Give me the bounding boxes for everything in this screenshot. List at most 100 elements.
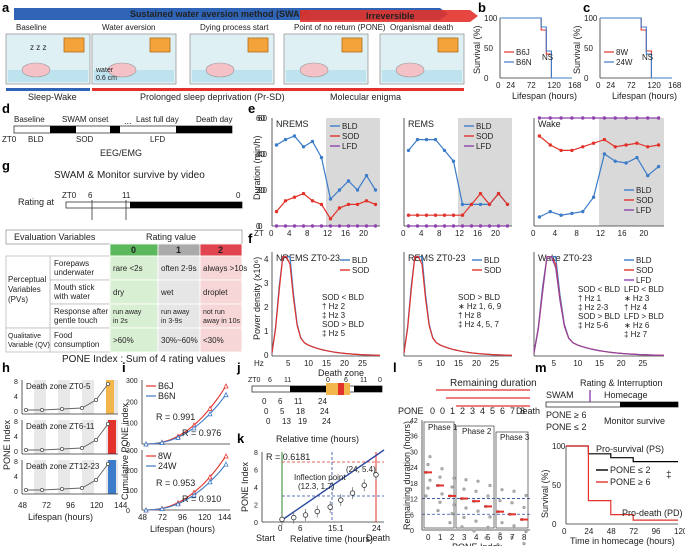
m-swam: SWAM	[546, 390, 574, 400]
e2-point	[415, 137, 420, 142]
k-start: Start	[256, 533, 276, 543]
j-row0-0: 0	[262, 397, 267, 406]
g-cell-text-1-0: dry	[113, 288, 124, 297]
panel-letter-b: b	[478, 0, 486, 15]
e1-point	[346, 179, 351, 183]
g-cell-2-0	[109, 303, 159, 329]
g-group2-cell	[5, 327, 51, 353]
e1-point	[373, 224, 378, 228]
l-ytick-7: 42	[410, 418, 418, 425]
h-ytick-4: 4	[14, 474, 18, 481]
l-scatter-point	[488, 515, 492, 519]
k-r: R = 0.6181	[266, 452, 310, 462]
e2-point	[451, 159, 456, 163]
h-zone-2: Death zone ZT12-23	[26, 462, 100, 471]
f3-annotation-b-0: LFD < BLD	[624, 285, 664, 294]
e2-title: REMS	[408, 119, 434, 129]
h-point	[94, 477, 99, 482]
h-ytick-4: 4	[14, 434, 18, 441]
l-pone-seq-5: 4	[480, 406, 485, 416]
prsd-label: Prolonged sleep deprivation (Pr-SD)	[140, 92, 285, 102]
l-scatter-point	[486, 525, 490, 529]
e2-point	[406, 148, 411, 153]
e3-point	[602, 116, 607, 120]
e1-point	[310, 199, 315, 203]
e3-title: Wake	[538, 119, 561, 129]
l-scatter-point	[438, 500, 442, 504]
zzz-label: z z z	[30, 43, 46, 52]
h-point	[60, 446, 65, 451]
i-bot-fit-1	[145, 463, 227, 511]
g-cell-text-1-1: wet	[160, 288, 174, 297]
l-pone: PONE	[398, 406, 424, 416]
e2-point	[415, 213, 420, 217]
panel-c-xtick: 24	[606, 81, 615, 90]
panel-b-legend-0: B6J	[516, 48, 530, 57]
m-ytick-2: 100	[552, 442, 566, 451]
f2-series-sod	[403, 256, 513, 356]
e2-point	[478, 224, 483, 228]
panel-letter-l: l	[393, 360, 397, 375]
g-header-rating: Rating value	[146, 232, 196, 242]
panel-c-xtick: 168	[668, 81, 682, 90]
d-bld: BLD	[28, 135, 44, 144]
g-group2-a: Qualitative	[8, 333, 41, 340]
e1-point	[364, 173, 369, 178]
e1-xtick: 12	[323, 229, 332, 238]
g-zt-tick-3: 0	[236, 191, 241, 200]
e1-point	[283, 137, 288, 142]
e3-point	[559, 116, 563, 120]
l-xtick-6: 6	[498, 533, 503, 542]
k-point	[327, 504, 333, 510]
e1-point	[319, 224, 324, 228]
j-row2-0: 0	[266, 417, 271, 426]
m-xtick-4: 96	[652, 527, 661, 536]
e3-legend-0: BLD	[636, 186, 652, 195]
l-scatter-point	[436, 509, 440, 513]
e3-xtick: 4	[553, 229, 558, 238]
l-ytick-3: 18	[410, 481, 418, 488]
stage-label-0: Baseline	[16, 23, 47, 32]
panel-b-xtick: 24	[506, 81, 515, 90]
panel-letter-j: j	[236, 360, 241, 375]
l-xtick-3: 3	[462, 533, 467, 542]
e1-legend-0: BLD	[342, 122, 358, 131]
k-fit-line	[281, 449, 385, 521]
m-xtick-5: 120	[674, 527, 685, 536]
irreversible-banner	[300, 10, 478, 22]
h-deathzone-1	[108, 420, 116, 454]
e2-point	[433, 224, 438, 228]
g-header-eval: Evaluation Variables	[14, 232, 96, 242]
j-dark-1	[290, 386, 328, 392]
e1-point	[310, 224, 315, 228]
e3-point	[581, 116, 585, 120]
g-row-var-1: Mouth stick	[54, 283, 95, 292]
h-point	[94, 397, 99, 402]
f2-annotation-0: SOD > BLD	[458, 293, 500, 302]
l-ytick-1: 6	[410, 512, 414, 519]
f1-xtick: 25	[358, 359, 367, 368]
e2-legend-0: BLD	[476, 122, 492, 131]
l-scatter-point	[524, 529, 528, 534]
k-end-coord: (24, 5.4)	[346, 465, 376, 474]
j-death-zone: Death zone	[318, 368, 364, 378]
j-zt-6: 0	[378, 377, 382, 384]
g-cell-text-0-2: always >10s	[203, 264, 247, 273]
h-ytick-8: 8	[14, 379, 18, 386]
l-scatter-point	[486, 494, 490, 498]
g-cell-text2-2-0: in 2s	[113, 318, 128, 325]
e2-point	[505, 202, 510, 207]
l-pone-seq-6: 5	[490, 406, 495, 416]
panel-letter-g: g	[2, 158, 10, 173]
k-xtick-0: 0	[278, 524, 283, 533]
h-point	[60, 486, 65, 491]
h-xtick-1: 72	[42, 501, 51, 510]
k-xtick-3: 24	[372, 524, 381, 533]
f3-xtick: 10	[573, 359, 582, 368]
g-group1-cell	[5, 255, 51, 329]
e3-legend-2: LFD	[636, 206, 651, 215]
l-scatter-point	[424, 494, 428, 498]
l-pone-seq-0: 0	[430, 406, 435, 416]
f1-series-sod	[271, 256, 381, 356]
